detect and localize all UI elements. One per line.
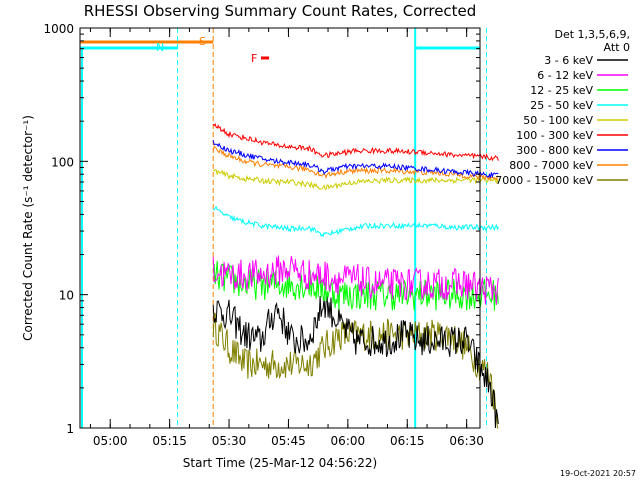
x-tick-label: 05:00 xyxy=(93,434,128,448)
x-tick-label: 06:00 xyxy=(331,434,366,448)
flare-flag-label: F xyxy=(251,52,257,65)
series-line-0 xyxy=(212,296,499,429)
y-tick-label: 100 xyxy=(51,155,74,169)
legend-label: 12 - 25 keV xyxy=(530,84,593,97)
x-tick-label: 06:30 xyxy=(449,434,484,448)
y-tick-label: 10 xyxy=(59,289,74,303)
x-tick-label: 05:15 xyxy=(152,434,187,448)
legend-label: 6 - 12 keV xyxy=(537,69,593,82)
saa-flag-label: S xyxy=(199,35,206,48)
series-line-6 xyxy=(212,139,499,179)
legend-label: 800 - 7000 keV xyxy=(509,159,593,172)
series-line-7 xyxy=(212,145,499,182)
series-line-5 xyxy=(212,122,499,162)
y-axis-label: Corrected Count Rate (s⁻¹ detector⁻¹) xyxy=(21,115,35,341)
x-tick-label: 05:45 xyxy=(271,434,306,448)
plot-frame xyxy=(79,27,481,429)
x-tick-label: 06:15 xyxy=(390,434,425,448)
chart-title: RHESSI Observing Summary Count Rates, Co… xyxy=(84,2,477,20)
y-tick-label: 1000 xyxy=(43,22,74,36)
series-line-2 xyxy=(212,260,499,311)
plot-area: F N S 1 10 100 1000 05:00 05:15 05:30 05:45 06:00 06… xyxy=(43,22,499,448)
legend: Det 1,3,5,6,9, Att 0 3 - 6 keV 6 - 12 keV… xyxy=(495,28,630,187)
series-line-3 xyxy=(212,205,499,238)
legend-label: 3 - 6 keV xyxy=(544,54,593,67)
y-tick-label: 1 xyxy=(66,422,74,436)
x-axis-label: Start Time (25-Mar-12 04:56:22) xyxy=(183,456,377,470)
legend-label: 50 - 100 keV xyxy=(523,114,593,127)
series-line-4 xyxy=(212,168,499,190)
legend-label: 100 - 300 keV xyxy=(516,129,593,142)
legend-header-line1: Det 1,3,5,6,9, xyxy=(554,28,630,41)
timestamp: 19-Oct-2021 20:57 xyxy=(560,469,636,478)
night-flag-label: N xyxy=(156,41,164,54)
x-tick-label: 05:30 xyxy=(212,434,247,448)
legend-label: 300 - 800 keV xyxy=(516,144,593,157)
legend-label: 7000 - 15000 keV xyxy=(495,174,593,187)
legend-label: 25 - 50 keV xyxy=(530,99,593,112)
series-line-1 xyxy=(212,255,499,305)
legend-header-line2: Att 0 xyxy=(604,41,630,54)
